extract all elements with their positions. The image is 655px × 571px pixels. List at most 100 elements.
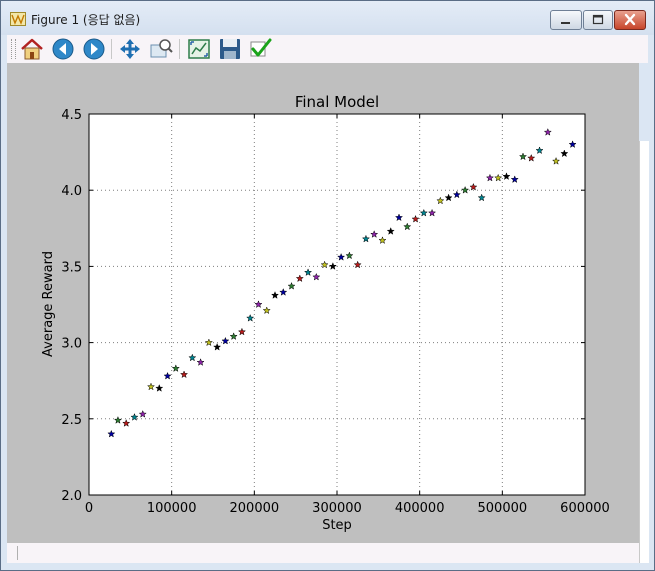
data-point-star (403, 222, 412, 231)
plot-area (89, 114, 585, 495)
data-point-star (213, 342, 222, 351)
x-tick-label: 100000 (147, 501, 197, 516)
save-button[interactable] (217, 37, 243, 61)
y-tick-label: 3.0 (61, 337, 82, 352)
data-point-star (427, 208, 437, 217)
forward-button[interactable] (81, 37, 107, 61)
data-point-star (254, 300, 263, 308)
data-point-star (518, 152, 528, 161)
x-tick-label: 200000 (230, 501, 280, 516)
axes-frame (88, 113, 586, 496)
data-point-star (262, 306, 271, 315)
data-point-star (444, 193, 453, 202)
data-point-star (246, 313, 255, 322)
data-point-star (469, 182, 478, 191)
maximize-button[interactable] (583, 10, 613, 30)
data-point-star (452, 190, 461, 199)
data-point-star (337, 252, 346, 261)
edit-axes-button[interactable] (248, 37, 274, 61)
y-tick-label: 2.5 (61, 413, 82, 428)
minimize-button[interactable] (550, 10, 582, 30)
data-point-star (386, 227, 395, 235)
close-button[interactable] (614, 10, 646, 30)
data-point-star (171, 364, 180, 373)
data-point-star (477, 193, 486, 202)
data-point-star (130, 412, 139, 421)
y-tick-label: 4.5 (61, 108, 82, 123)
x-tick-label: 600000 (560, 501, 610, 516)
forward-arrow-icon (83, 38, 105, 60)
data-point-star (353, 260, 362, 269)
data-point-star (320, 260, 329, 269)
data-point-star (370, 230, 379, 238)
data-point-star (411, 214, 420, 223)
data-point-star (535, 146, 544, 155)
data-point-star (494, 173, 503, 182)
data-point-star (270, 291, 280, 299)
back-button[interactable] (50, 37, 76, 61)
close-icon (624, 13, 636, 26)
y-tick-label: 3.5 (61, 260, 82, 275)
data-point-star (419, 208, 428, 217)
checkmark-icon (250, 38, 272, 57)
data-point-star (179, 370, 189, 379)
tick-labels: 0 100000 200000 300000 400000 500000 600000 2.0… (61, 108, 610, 516)
data-point-star (551, 156, 561, 165)
home-button[interactable] (19, 37, 45, 61)
navigation-toolbar (7, 35, 648, 63)
data-point-star (312, 272, 321, 281)
data-point-star (560, 149, 569, 158)
status-bar (7, 543, 639, 563)
data-point-star (436, 196, 445, 205)
data-points (107, 127, 577, 438)
grid-lines (89, 114, 585, 495)
back-arrow-icon (52, 38, 74, 60)
data-point-star (196, 358, 205, 366)
title-bar[interactable]: Figure 1 (응답 없음) (1, 1, 654, 35)
app-icon (10, 12, 26, 26)
minimize-icon (561, 22, 570, 24)
data-point-star (485, 173, 495, 182)
data-point-star (461, 185, 470, 194)
data-point-star (221, 336, 230, 345)
data-point-star (163, 371, 172, 380)
data-point-star (378, 236, 387, 244)
data-point-star (543, 127, 552, 136)
data-point-star (502, 172, 511, 180)
data-point-star (188, 353, 197, 362)
data-point-star (568, 140, 577, 148)
data-point-star (138, 409, 147, 418)
data-point-star (155, 384, 164, 392)
zoom-rect-icon (150, 39, 173, 58)
window-edge (639, 141, 649, 563)
x-tick-label: 500000 (478, 501, 528, 516)
data-point-star (295, 274, 304, 283)
home-icon (21, 38, 43, 60)
toolbar-separator (111, 39, 112, 59)
pan-button[interactable] (117, 37, 143, 61)
y-tick-label: 2.0 (61, 489, 82, 504)
data-point-star (361, 234, 371, 243)
figure-canvas[interactable]: 0 100000 200000 300000 400000 500000 600000 2.0… (7, 63, 639, 543)
data-point-star (229, 332, 238, 341)
data-point-star (107, 429, 116, 438)
zoom-button[interactable] (148, 37, 174, 61)
y-tick-label: 4.0 (61, 184, 82, 199)
subplots-config-icon (188, 39, 210, 59)
data-point-star (510, 175, 519, 184)
chart: 0 100000 200000 300000 400000 500000 600000 2.0… (41, 93, 610, 533)
x-axis-label: Step (322, 518, 352, 533)
data-point-star (122, 419, 131, 427)
configure-subplots-button[interactable] (186, 37, 212, 61)
save-disk-icon (220, 39, 240, 59)
data-point-star (279, 287, 288, 296)
toolbar-grip[interactable] (11, 39, 16, 59)
data-point-star (394, 213, 404, 222)
data-point-star (146, 382, 156, 391)
data-point-star (303, 268, 313, 276)
x-tick-label: 0 (85, 501, 93, 516)
x-tick-label: 400000 (395, 501, 445, 516)
maximize-icon (592, 14, 604, 25)
data-point-star (345, 251, 354, 260)
